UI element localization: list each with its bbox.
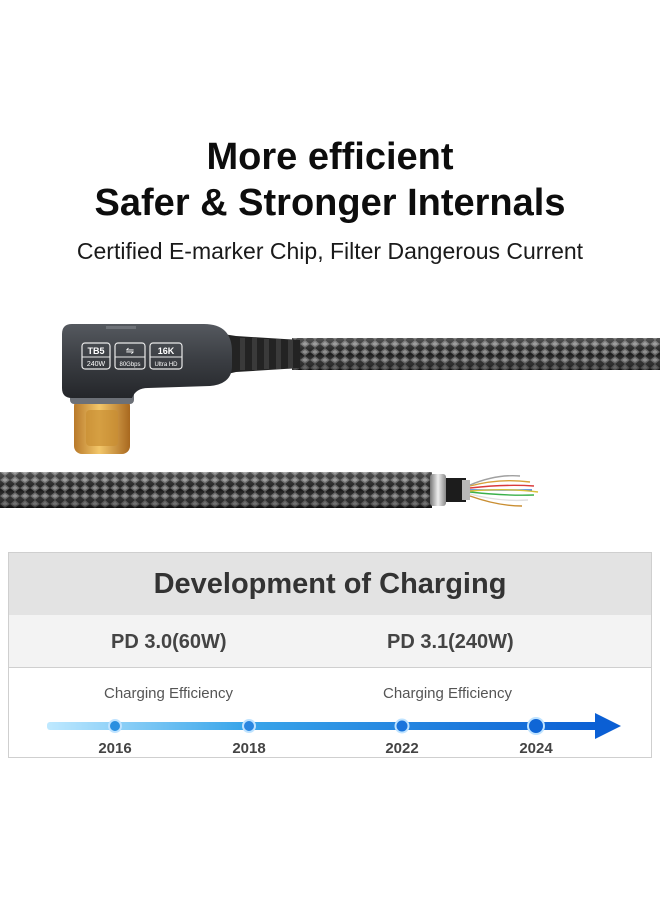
- subtitle: Certified E-marker Chip, Filter Dangerou…: [76, 238, 584, 264]
- headline-line-1: More efficient: [206, 136, 454, 178]
- development-panel: Development of Charging PD 3.0(60W) PD 3…: [8, 552, 652, 758]
- timeline-dot-2022: [394, 718, 410, 734]
- badge-80gbps: ⇋ 80Gbps: [114, 342, 146, 370]
- svg-text:80Gbps: 80Gbps: [119, 362, 140, 368]
- cable-product-image: TB5 240W ⇋ 80Gbps 16K Ultra HD: [0, 324, 660, 508]
- cable-lower-stripped: [0, 472, 539, 508]
- efficiency-label-2: Charging Efficiency: [383, 685, 512, 702]
- badge-tb5: TB5 240W: [81, 342, 111, 370]
- efficiency-label-1: Charging Efficiency: [104, 685, 233, 702]
- svg-text:16K: 16K: [158, 346, 175, 356]
- svg-text:240W: 240W: [87, 361, 106, 368]
- usb-c-connector: TB5 240W ⇋ 80Gbps 16K Ultra HD: [62, 324, 232, 454]
- development-title: Development of Charging: [9, 553, 651, 616]
- standard-pd-3-0: PD 3.0(60W): [111, 631, 227, 653]
- timeline-dot-2018: [242, 719, 256, 733]
- standard-pd-3-1: PD 3.1(240W): [387, 631, 514, 653]
- timeline-bar: [47, 722, 599, 730]
- year-2016: 2016: [98, 740, 131, 757]
- timeline-dot-2024: [527, 717, 545, 735]
- headline-line-2: Safer & Stronger Internals: [94, 182, 566, 224]
- cable-upper: [210, 332, 660, 378]
- standards-row: PD 3.0(60W) PD 3.1(240W): [9, 615, 651, 668]
- year-2024: 2024: [519, 740, 553, 757]
- year-2022: 2022: [385, 740, 418, 757]
- timeline-dot-2016: [108, 719, 122, 733]
- year-2018: 2018: [232, 740, 265, 757]
- timeline-arrow-icon: [595, 713, 621, 739]
- svg-text:⇋: ⇋: [126, 346, 134, 357]
- svg-text:Ultra HD: Ultra HD: [154, 362, 178, 368]
- badge-16k: 16K Ultra HD: [149, 342, 183, 370]
- svg-text:TB5: TB5: [87, 346, 104, 356]
- timeline: 2016 2018 2022 2024: [47, 713, 621, 757]
